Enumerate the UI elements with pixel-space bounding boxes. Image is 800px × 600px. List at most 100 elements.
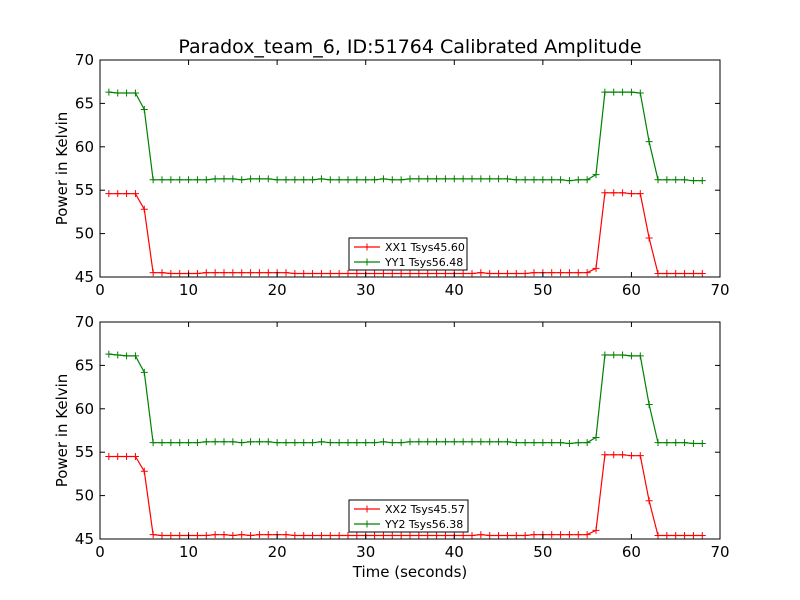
data-point [185, 176, 193, 184]
data-point [282, 176, 290, 184]
data-point [344, 270, 352, 278]
data-point [114, 453, 122, 461]
data-point [362, 439, 370, 447]
legend-label: XX1 Tsys45.60 [385, 241, 465, 254]
data-point [247, 532, 255, 540]
data-point [495, 270, 503, 278]
data-point [645, 497, 653, 505]
y-tick-label: 55 [75, 443, 94, 461]
data-point [344, 439, 352, 447]
data-point [627, 452, 635, 460]
data-point [176, 532, 184, 540]
data-point [105, 88, 113, 96]
data-point [681, 532, 689, 540]
data-point [123, 190, 131, 198]
data-point [486, 532, 494, 540]
data-point [619, 351, 627, 359]
data-point [282, 439, 290, 447]
data-point [406, 532, 414, 540]
data-point [353, 270, 361, 278]
data-point [176, 176, 184, 184]
data-point [379, 438, 387, 446]
data-point [379, 175, 387, 183]
data-point [406, 438, 414, 446]
x-tick-label: 70 [710, 543, 729, 561]
data-point [300, 270, 308, 278]
data-point [309, 270, 317, 278]
data-point [176, 439, 184, 447]
data-point [583, 531, 591, 539]
data-point [512, 532, 520, 540]
data-point [282, 531, 290, 539]
data-point [317, 532, 325, 540]
data-point [353, 532, 361, 540]
x-tick-label: 0 [95, 281, 105, 299]
data-point [459, 175, 467, 183]
data-point [468, 438, 476, 446]
data-point [229, 532, 237, 540]
data-point [247, 175, 255, 183]
data-point [140, 205, 148, 213]
data-point [255, 175, 263, 183]
data-point [565, 531, 573, 539]
data-point [309, 176, 317, 184]
data-point [273, 439, 281, 447]
data-point [512, 270, 520, 278]
data-point [503, 270, 511, 278]
data-point [229, 438, 237, 446]
data-point [291, 176, 299, 184]
data-point [335, 176, 343, 184]
data-point [300, 532, 308, 540]
data-point [326, 270, 334, 278]
data-point [565, 269, 573, 277]
data-point [149, 439, 157, 447]
data-point [193, 176, 201, 184]
data-point [397, 176, 405, 184]
series-line-1-2 [108, 91, 703, 182]
data-point [193, 532, 201, 540]
data-point [167, 270, 175, 278]
data-point [574, 269, 582, 277]
data-point [548, 269, 556, 277]
data-point [557, 531, 565, 539]
data-point [698, 532, 706, 540]
data-point [503, 175, 511, 183]
legend-marker [363, 258, 371, 266]
data-point [663, 532, 671, 540]
ylabel-bottom: Power in Kelvin [53, 374, 71, 488]
data-point [689, 177, 697, 185]
data-point [477, 269, 485, 277]
x-tick-label: 10 [179, 543, 198, 561]
data-point [167, 439, 175, 447]
data-point [158, 176, 166, 184]
data-point [672, 532, 680, 540]
data-point [592, 433, 600, 441]
data-point [468, 532, 476, 540]
data-point [309, 439, 317, 447]
x-tick-label: 10 [179, 281, 198, 299]
x-tick-label: 70 [710, 281, 729, 299]
data-point [123, 89, 131, 97]
data-point [433, 175, 441, 183]
data-point [698, 440, 706, 448]
data-point [309, 532, 317, 540]
legend: XX1 Tsys45.60 YY1 Tsys56.48 [348, 237, 468, 271]
data-point [131, 89, 139, 97]
data-point [610, 189, 618, 197]
legend-label: XX2 Tsys45.57 [385, 503, 465, 516]
xlabel: Time (seconds) [352, 563, 468, 581]
data-point [610, 351, 618, 359]
data-point [255, 438, 263, 446]
data-point [105, 453, 113, 461]
data-point [636, 352, 644, 360]
data-point [326, 439, 334, 447]
data-point [140, 105, 148, 113]
data-point [114, 190, 122, 198]
data-point [433, 532, 441, 540]
data-point [335, 439, 343, 447]
data-point [202, 438, 210, 446]
data-point [123, 453, 131, 461]
data-point [539, 439, 547, 447]
data-point [220, 175, 228, 183]
data-point [211, 438, 219, 446]
